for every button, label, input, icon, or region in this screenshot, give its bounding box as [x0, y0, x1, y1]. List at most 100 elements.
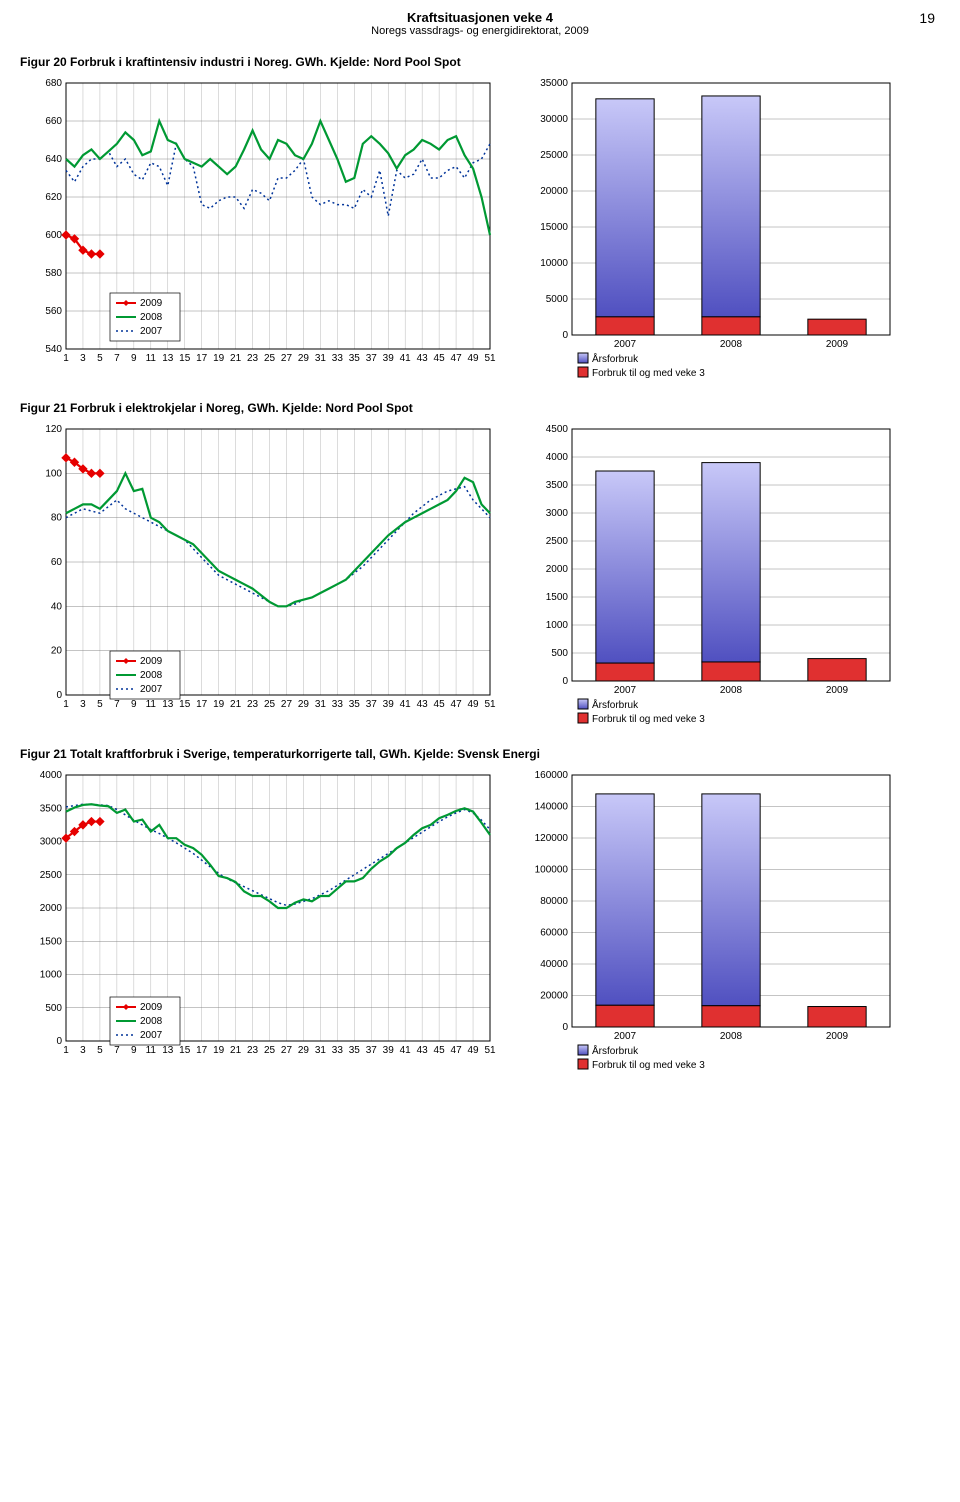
- svg-text:25: 25: [264, 699, 276, 710]
- svg-text:80000: 80000: [540, 896, 568, 907]
- bar-chart-2: 0200004000060000800001000001200001400001…: [520, 765, 900, 1075]
- svg-text:120000: 120000: [535, 833, 569, 844]
- svg-text:Årsforbruk: Årsforbruk: [592, 352, 639, 365]
- svg-text:25000: 25000: [540, 150, 568, 161]
- svg-text:11: 11: [146, 353, 157, 364]
- svg-text:17: 17: [196, 699, 208, 710]
- svg-text:11: 11: [146, 699, 157, 710]
- svg-text:160000: 160000: [535, 770, 569, 781]
- svg-text:31: 31: [315, 699, 327, 710]
- svg-text:47: 47: [451, 699, 463, 710]
- svg-text:0: 0: [56, 1036, 62, 1047]
- svg-text:51: 51: [484, 1045, 496, 1056]
- svg-text:20000: 20000: [540, 991, 568, 1002]
- svg-text:41: 41: [400, 353, 412, 364]
- svg-text:9: 9: [131, 699, 137, 710]
- svg-text:2000: 2000: [40, 903, 63, 914]
- svg-text:2009: 2009: [826, 339, 849, 350]
- svg-text:2008: 2008: [720, 685, 743, 696]
- figure-title-1: Figur 21 Forbruk i elektrokjelar i Noreg…: [20, 401, 940, 415]
- svg-text:4500: 4500: [546, 424, 569, 435]
- svg-text:17: 17: [196, 1045, 208, 1056]
- line-chart-2: 0500100015002000250030003500400013579111…: [20, 765, 500, 1075]
- svg-text:2009: 2009: [826, 1031, 849, 1042]
- figure-title-2: Figur 21 Totalt kraftforbruk i Sverige, …: [20, 747, 940, 761]
- svg-text:580: 580: [45, 268, 62, 279]
- svg-text:3: 3: [80, 1045, 86, 1056]
- svg-text:33: 33: [332, 1045, 344, 1056]
- chart-row-2: 0500100015002000250030003500400013579111…: [20, 765, 940, 1075]
- svg-text:21: 21: [230, 699, 242, 710]
- svg-text:45: 45: [434, 353, 446, 364]
- svg-text:13: 13: [162, 353, 174, 364]
- svg-text:2009: 2009: [140, 1002, 163, 1013]
- svg-text:4000: 4000: [40, 770, 63, 781]
- line-chart-1: 0204060801001201357911131517192123252729…: [20, 419, 500, 729]
- svg-text:4000: 4000: [546, 452, 569, 463]
- svg-text:0: 0: [562, 1022, 568, 1033]
- svg-text:2007: 2007: [614, 1031, 637, 1042]
- bar-chart-0: 0500010000150002000025000300003500020072…: [520, 73, 900, 383]
- svg-text:2007: 2007: [140, 1030, 163, 1041]
- svg-text:7: 7: [114, 1045, 120, 1056]
- svg-text:45: 45: [434, 699, 446, 710]
- svg-text:29: 29: [298, 353, 310, 364]
- svg-text:29: 29: [298, 1045, 310, 1056]
- svg-text:20: 20: [51, 646, 63, 657]
- svg-text:17: 17: [196, 353, 208, 364]
- svg-text:19: 19: [213, 699, 225, 710]
- svg-text:80: 80: [51, 513, 63, 524]
- svg-text:45: 45: [434, 1045, 446, 1056]
- svg-text:35: 35: [349, 353, 361, 364]
- svg-text:43: 43: [417, 1045, 429, 1056]
- svg-text:15: 15: [179, 699, 191, 710]
- svg-text:27: 27: [281, 1045, 293, 1056]
- svg-text:23: 23: [247, 699, 259, 710]
- svg-text:2008: 2008: [140, 670, 163, 681]
- svg-text:27: 27: [281, 699, 293, 710]
- svg-text:31: 31: [315, 353, 327, 364]
- svg-text:49: 49: [467, 1045, 479, 1056]
- svg-text:2009: 2009: [140, 656, 163, 667]
- svg-text:25: 25: [264, 1045, 276, 1056]
- svg-text:2007: 2007: [140, 326, 163, 337]
- svg-text:35000: 35000: [540, 78, 568, 89]
- svg-text:1: 1: [63, 1045, 69, 1056]
- svg-text:37: 37: [366, 1045, 378, 1056]
- svg-text:19: 19: [213, 1045, 225, 1056]
- svg-text:5: 5: [97, 1045, 103, 1056]
- svg-text:600: 600: [45, 230, 62, 241]
- svg-text:2008: 2008: [140, 1016, 163, 1027]
- svg-text:37: 37: [366, 353, 378, 364]
- page-header-sub: Noregs vassdrags- og energidirektorat, 2…: [20, 25, 940, 37]
- svg-text:60000: 60000: [540, 928, 568, 939]
- svg-text:39: 39: [383, 1045, 395, 1056]
- chart-row-1: 0204060801001201357911131517192123252729…: [20, 419, 940, 729]
- svg-text:Forbruk til og med veke 3: Forbruk til og med veke 3: [592, 1060, 705, 1071]
- svg-text:2009: 2009: [826, 685, 849, 696]
- svg-text:13: 13: [162, 1045, 174, 1056]
- bar-chart-1: 0500100015002000250030003500400045002007…: [520, 419, 900, 729]
- svg-text:Forbruk til og med veke 3: Forbruk til og med veke 3: [592, 714, 705, 725]
- svg-text:15000: 15000: [540, 222, 568, 233]
- svg-text:60: 60: [51, 557, 63, 568]
- svg-text:2007: 2007: [140, 684, 163, 695]
- svg-text:2008: 2008: [720, 339, 743, 350]
- svg-text:10000: 10000: [540, 258, 568, 269]
- svg-text:120: 120: [45, 424, 62, 435]
- svg-text:100000: 100000: [535, 865, 569, 876]
- svg-text:100: 100: [45, 468, 62, 479]
- svg-text:5000: 5000: [546, 294, 569, 305]
- svg-text:35: 35: [349, 1045, 361, 1056]
- line-chart-0: 5405605806006206406606801357911131517192…: [20, 73, 500, 383]
- svg-text:2500: 2500: [546, 536, 569, 547]
- svg-text:51: 51: [484, 699, 496, 710]
- svg-text:39: 39: [383, 353, 395, 364]
- svg-text:1: 1: [63, 699, 69, 710]
- page-number: 19: [919, 10, 935, 26]
- svg-text:20000: 20000: [540, 186, 568, 197]
- svg-text:21: 21: [230, 353, 242, 364]
- svg-text:37: 37: [366, 699, 378, 710]
- svg-text:2009: 2009: [140, 298, 163, 309]
- svg-text:620: 620: [45, 192, 62, 203]
